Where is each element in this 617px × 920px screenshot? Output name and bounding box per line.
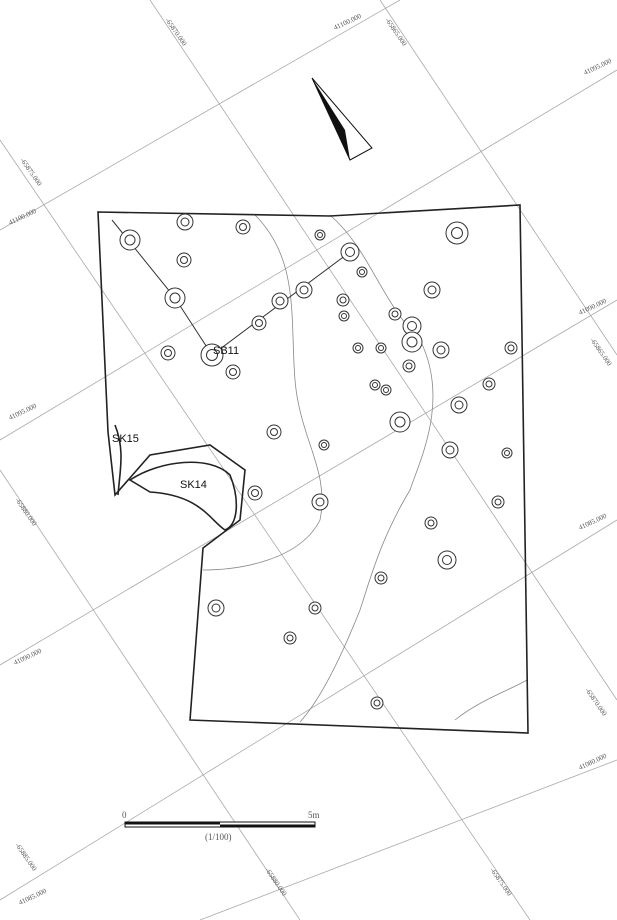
pit-inner [427, 285, 437, 295]
grid-label: -65875.000 [488, 867, 513, 898]
pit-inner [124, 234, 136, 246]
pit-inner [383, 387, 389, 393]
scale-bar: 0 5m (1/100) [122, 810, 320, 842]
arrow-outline [311, 77, 373, 161]
grid-label: 41095.000 [582, 57, 613, 77]
sb11-axis [111, 219, 351, 356]
pit-inner [442, 555, 452, 565]
grid-label: -65865.000 [383, 17, 408, 48]
pit-inner [339, 296, 347, 304]
grid-label: -65870.000 [163, 17, 188, 48]
arrow-fill [312, 78, 350, 160]
feature-label: SB11 [213, 345, 239, 357]
grid-label: 41085.000 [577, 512, 608, 532]
pit-inner [359, 269, 365, 275]
pit-inner [211, 603, 221, 613]
grid-line [379, 0, 617, 356]
grid-line [0, 299, 617, 666]
pit-inner [275, 296, 285, 306]
pit-inner [372, 382, 378, 388]
pit-inner [206, 349, 218, 361]
pit-inner [180, 256, 188, 264]
grid-label: -65880.000 [263, 867, 288, 898]
grid-labels: -65870.000 41100.000 -65865.000 41095.000 -6… [7, 12, 613, 907]
feature-label: SK14 [180, 479, 207, 491]
contour [454, 679, 528, 721]
pit-inner [311, 604, 319, 612]
grid-label: -65880.000 [13, 497, 38, 528]
scale-end: 5m [308, 810, 320, 820]
grid-line [0, 139, 531, 920]
pit-inner [394, 416, 406, 428]
pit-inner [315, 497, 325, 507]
pit-inner [405, 362, 413, 370]
pit-inner [445, 445, 455, 455]
pit-inner [255, 319, 263, 327]
pit-inner [436, 345, 446, 355]
pit-inner [299, 285, 309, 295]
grid-line [0, 469, 301, 920]
pit-inner [451, 227, 463, 239]
contour [299, 214, 434, 723]
north-arrow [311, 77, 373, 161]
pit-inner [321, 442, 327, 448]
pit-inner [373, 699, 381, 707]
pit-inner [239, 223, 247, 231]
pit-inner [391, 310, 399, 318]
pit-inner [355, 345, 361, 351]
pit-inner [180, 217, 190, 227]
pit-inner [427, 519, 435, 527]
sk14-outline [128, 461, 238, 531]
scale-ratio: (1/100) [205, 832, 232, 842]
grid-label: 41100.000 [7, 207, 38, 227]
pit-inner [507, 344, 515, 352]
contour [202, 214, 323, 571]
grid-label: 41095.000 [7, 402, 38, 422]
grid-label: 41085.000 [17, 887, 48, 907]
scale-fill [220, 824, 315, 827]
pit-inner [378, 345, 384, 351]
grid-label: -65870.000 [583, 687, 608, 718]
feature-label: SK15 [112, 433, 139, 445]
contours [202, 214, 528, 723]
grid-label: 41090.000 [577, 297, 608, 317]
grid-label: 41090.000 [12, 647, 43, 667]
pit-inner [317, 232, 323, 238]
pit-inner [407, 321, 417, 331]
grid-label: -65885.000 [13, 842, 38, 873]
pit-inner [485, 380, 493, 388]
pit-inner [345, 247, 355, 257]
pit-inner [169, 292, 181, 304]
grid-line [0, 69, 617, 441]
excavation-boundary [97, 204, 529, 734]
pit-inner [494, 498, 502, 506]
pits [119, 213, 518, 710]
grid-line [199, 759, 617, 920]
grid-label: -65865.000 [588, 337, 613, 368]
pit-inner [377, 574, 385, 582]
sk15-outline [114, 424, 122, 496]
scale-zero: 0 [122, 810, 127, 820]
pit-inner [406, 336, 418, 348]
pit-inner [454, 400, 464, 410]
grid-label: 41100.000 [332, 12, 363, 32]
scale-fill [125, 822, 220, 825]
pit-inner [504, 450, 510, 456]
grid-line [0, 519, 617, 901]
grid-label: 41080.000 [577, 752, 608, 772]
pit-inner [229, 368, 237, 376]
pit-inner [251, 489, 259, 497]
grid-line [0, 0, 401, 231]
labels: SB11 SK14 SK15 [112, 345, 239, 491]
pit-inner [164, 349, 172, 357]
pit-inner [341, 313, 347, 319]
pit-inner [286, 634, 294, 642]
pit-inner [270, 428, 278, 436]
